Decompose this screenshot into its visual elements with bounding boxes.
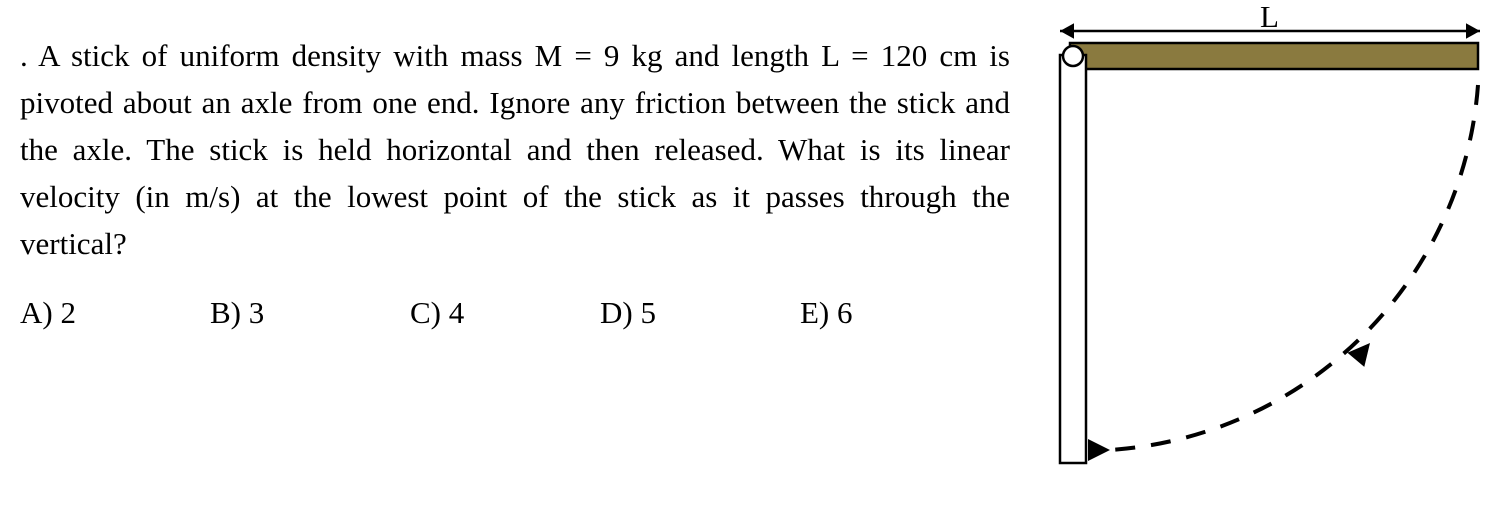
choice-a: A) 2 [20,295,76,331]
length-label: L [1260,0,1279,35]
pivot-circle-icon [1063,46,1083,66]
page-root: . A stick of uniform density with mass M… [0,0,1492,505]
horizontal-stick [1070,43,1478,69]
choice-d: D) 5 [600,295,656,331]
figure-svg [1050,5,1490,505]
arc-end-arrow-icon [1088,439,1110,461]
dimension-arrow-left-icon [1060,23,1074,38]
choice-c: C) 4 [410,295,464,331]
arc-mid-arrow-icon [1347,336,1378,367]
question-column: . A stick of uniform density with mass M… [0,32,1010,268]
vertical-stick [1060,55,1086,463]
leading-dot: . [20,38,38,73]
question-text: . A stick of uniform density with mass M… [0,32,1010,268]
swing-arc [1110,85,1478,450]
choice-e: E) 6 [800,295,853,331]
figure: L [1050,5,1490,505]
question-body: A stick of uniform density with mass M =… [20,38,1010,261]
choice-b: B) 3 [210,295,264,331]
dimension-arrow-right-icon [1466,23,1480,38]
